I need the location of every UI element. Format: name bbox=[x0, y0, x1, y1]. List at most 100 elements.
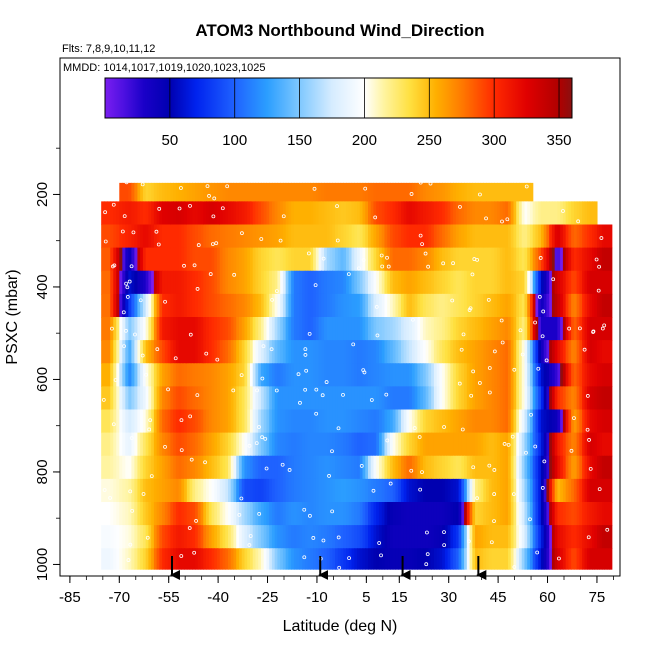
heatmap-cell bbox=[247, 386, 251, 411]
heatmap-cell bbox=[505, 478, 509, 503]
heatmap-cell bbox=[104, 247, 108, 272]
heatmap-cell bbox=[557, 317, 561, 341]
heatmap-cell bbox=[137, 224, 141, 249]
heatmap-cell bbox=[266, 201, 270, 226]
heatmap-cell bbox=[128, 455, 132, 480]
observation-dot bbox=[149, 474, 154, 478]
heatmap-cell bbox=[442, 548, 446, 570]
heatmap-cell bbox=[365, 224, 369, 249]
heatmap-cell bbox=[238, 409, 243, 434]
observation-dot bbox=[179, 418, 184, 423]
heatmap-cell bbox=[529, 270, 534, 295]
heatmap-cell bbox=[186, 432, 191, 457]
heatmap-cell bbox=[200, 363, 204, 387]
heatmap-cell bbox=[335, 432, 339, 457]
heatmap-cell bbox=[153, 502, 158, 526]
heatmap-cell bbox=[431, 293, 435, 318]
heatmap-cell bbox=[513, 317, 517, 341]
heatmap-cell bbox=[181, 525, 185, 549]
heatmap-cell bbox=[148, 182, 152, 202]
heatmap-cell bbox=[315, 224, 320, 249]
heatmap-cell bbox=[475, 478, 479, 503]
heatmap-cell bbox=[225, 363, 229, 387]
heatmap-cell bbox=[285, 270, 289, 295]
heatmap-cell bbox=[472, 409, 476, 434]
heatmap-cell bbox=[486, 363, 490, 387]
heatmap-cell bbox=[116, 432, 120, 457]
heatmap-cell bbox=[318, 502, 322, 526]
observation-dot bbox=[357, 266, 361, 271]
heatmap-cell bbox=[293, 525, 298, 549]
heatmap-cell bbox=[351, 386, 355, 411]
colorbar-ticks: 50 100 150 200 250 300 350 bbox=[162, 78, 572, 149]
heatmap-cell bbox=[110, 270, 114, 295]
heatmap-cell bbox=[178, 548, 182, 570]
observation-dot bbox=[484, 216, 488, 221]
observation-dot bbox=[505, 217, 510, 222]
heatmap-cell bbox=[214, 201, 218, 226]
heatmap-cell bbox=[565, 478, 569, 503]
heatmap-cell bbox=[560, 224, 564, 249]
observation-dot bbox=[500, 219, 504, 224]
heatmap-cell bbox=[192, 548, 196, 570]
observation-dot bbox=[211, 214, 216, 219]
heatmap-cell bbox=[238, 455, 243, 480]
heatmap-cell bbox=[269, 201, 273, 226]
heatmap-cell bbox=[192, 317, 196, 341]
heatmap-cell bbox=[255, 293, 259, 318]
heatmap-cell bbox=[444, 201, 449, 226]
heatmap-cell bbox=[167, 293, 171, 318]
heatmap-cell bbox=[233, 386, 237, 411]
heatmap-cell bbox=[137, 478, 141, 503]
heatmap-cell bbox=[140, 317, 144, 341]
heatmap-cell bbox=[197, 386, 202, 411]
heatmap-cell bbox=[285, 224, 289, 249]
heatmap-cell bbox=[233, 525, 237, 549]
heatmap-cell bbox=[370, 247, 375, 272]
heatmap-cell bbox=[565, 432, 569, 457]
heatmap-cell bbox=[387, 340, 391, 364]
heatmap-cell bbox=[148, 548, 152, 570]
heatmap-cell bbox=[119, 201, 123, 226]
heatmap-cell bbox=[475, 363, 479, 387]
heatmap-cell bbox=[225, 201, 229, 226]
observation-dot bbox=[420, 242, 425, 247]
heatmap-cell bbox=[142, 409, 147, 434]
heatmap-cell bbox=[346, 432, 350, 457]
heatmap-cell bbox=[291, 224, 295, 249]
heatmap-cell bbox=[184, 293, 188, 318]
heatmap-cell bbox=[326, 478, 331, 503]
heatmap-cell bbox=[175, 201, 180, 226]
heatmap-cell bbox=[475, 270, 479, 295]
observation-dot bbox=[377, 541, 382, 545]
observation-dot bbox=[371, 488, 376, 493]
observation-dot bbox=[597, 264, 601, 269]
heatmap-cell bbox=[587, 247, 591, 272]
heatmap-cell bbox=[444, 386, 449, 411]
heatmap-cell bbox=[230, 182, 235, 202]
heatmap-cell bbox=[384, 247, 388, 272]
heatmap-cell bbox=[228, 293, 232, 318]
heatmap-cell bbox=[249, 247, 254, 272]
observation-dot bbox=[538, 256, 543, 260]
heatmap-cell bbox=[288, 548, 292, 570]
heatmap-cell bbox=[175, 478, 180, 503]
heatmap-cell bbox=[318, 363, 322, 387]
heatmap-cell bbox=[357, 270, 361, 295]
heatmap-cell bbox=[568, 224, 572, 249]
observation-dot bbox=[287, 468, 292, 472]
heatmap-cell bbox=[288, 525, 292, 549]
heatmap-cell bbox=[280, 478, 284, 503]
heatmap-cell bbox=[568, 548, 572, 570]
heatmap-cell bbox=[217, 525, 221, 549]
heatmap-cell bbox=[228, 525, 232, 549]
heatmap-cell bbox=[159, 525, 163, 549]
heatmap-cell bbox=[219, 432, 224, 457]
heatmap-cell bbox=[400, 224, 405, 249]
heatmap-cell bbox=[428, 293, 432, 318]
observation-dot bbox=[303, 387, 308, 392]
heatmap-cell bbox=[560, 409, 564, 434]
heatmap-cell bbox=[411, 386, 416, 411]
heatmap-cell bbox=[128, 317, 132, 341]
heatmap-cell bbox=[162, 340, 166, 364]
